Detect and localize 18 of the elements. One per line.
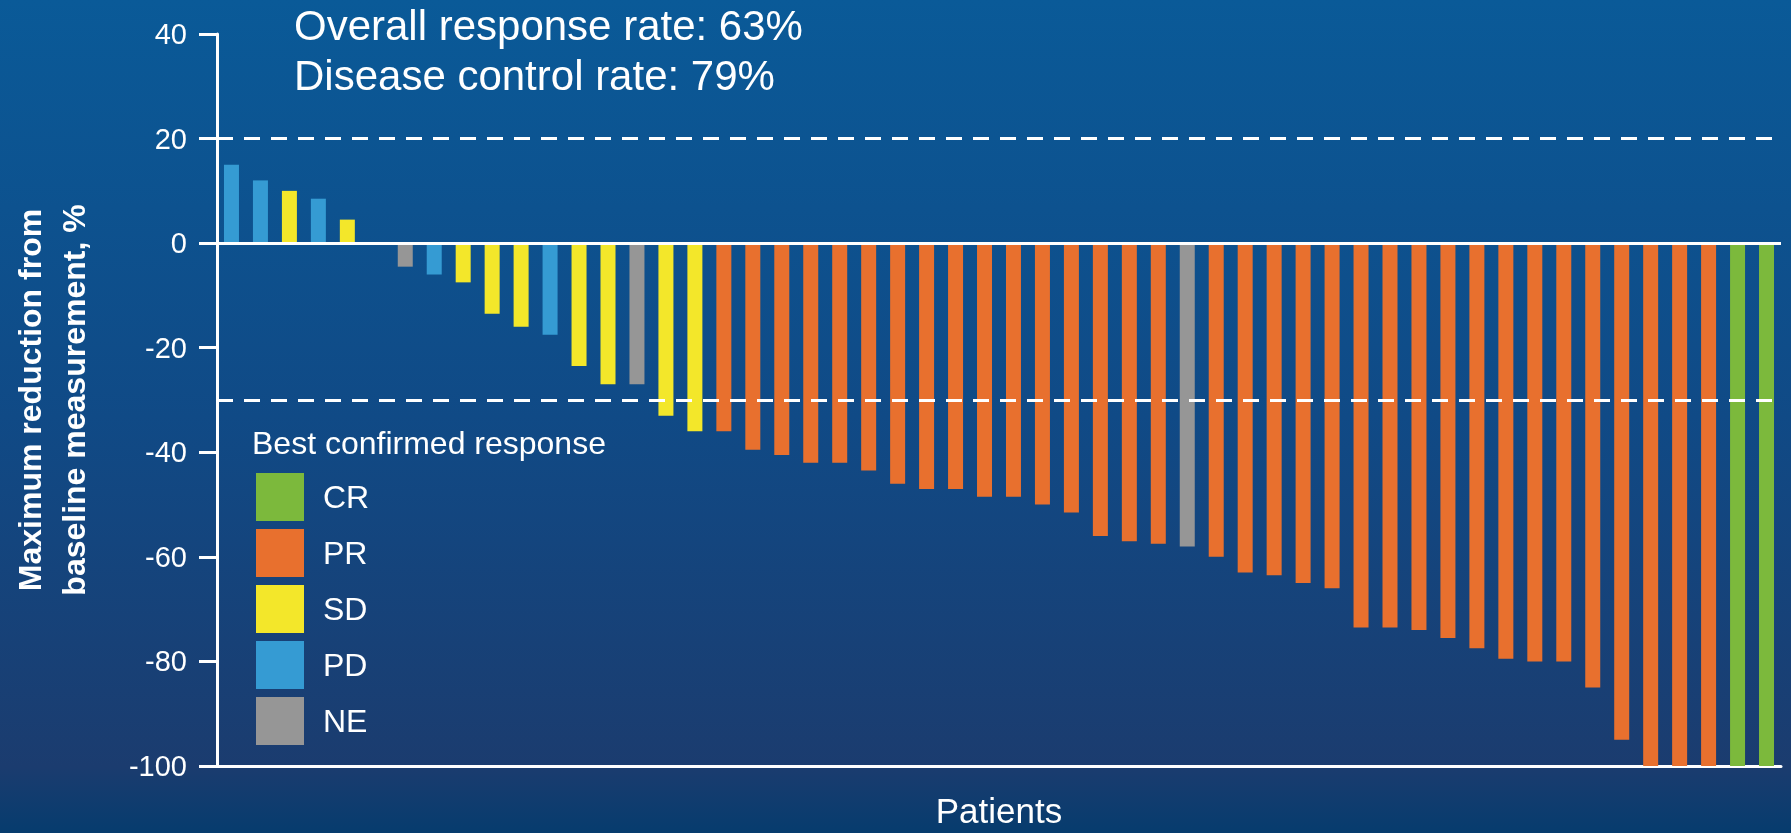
y-tick-label: -20 (145, 331, 187, 364)
y-axis-title: Maximum reduction from baseline measurement, % (12, 204, 92, 596)
y-tick-label: 20 (154, 122, 187, 155)
y-tick-label: -60 (145, 540, 187, 573)
legend-label: CR (323, 479, 370, 515)
annotation: Disease control rate: 79% (294, 51, 775, 99)
annotation: Overall response rate: 63% (294, 1, 803, 49)
y-tick-label: -80 (145, 645, 187, 678)
legend-label: PD (323, 647, 368, 683)
y-tick-label: -40 (145, 436, 187, 469)
legend-label: NE (323, 703, 368, 739)
x-axis-title: Patients (935, 791, 1063, 830)
legend-title: Best confirmed response (252, 425, 606, 461)
y-tick-label: -100 (128, 750, 187, 782)
y-tick-label: 40 (154, 18, 187, 50)
legend-label: PR (323, 535, 368, 571)
y-tick-label: 0 (170, 227, 187, 260)
legend-label: SD (323, 591, 368, 627)
